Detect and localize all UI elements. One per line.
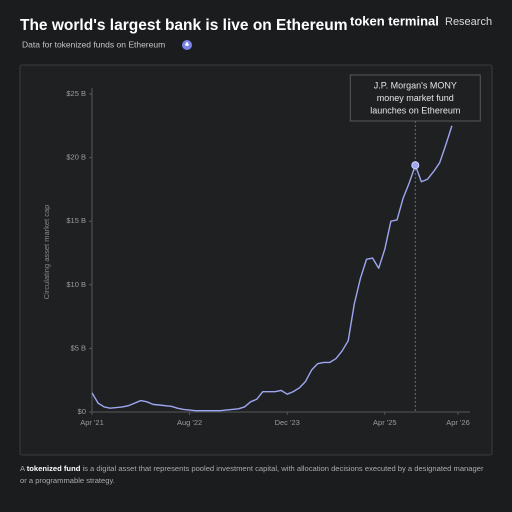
x-tick-label: Aug '22 bbox=[177, 418, 202, 427]
y-tick-label: $0 bbox=[78, 407, 86, 416]
brand-name: token terminal bbox=[350, 13, 439, 28]
x-tick-label: Apr '25 bbox=[373, 418, 397, 427]
footnote-text: is a digital asset that represents poole… bbox=[20, 464, 484, 485]
brand-suffix: Research bbox=[445, 16, 492, 28]
y-tick-label: $15 B bbox=[66, 216, 86, 225]
x-tick-label: Dec '23 bbox=[275, 418, 300, 427]
chart-panel bbox=[19, 64, 493, 456]
annotation-text: money market fund bbox=[377, 93, 454, 103]
footnote-text: A bbox=[20, 464, 27, 473]
y-tick-label: $5 B bbox=[71, 343, 86, 352]
annotation-text: launches on Ethereum bbox=[370, 105, 460, 115]
x-tick-label: Apr '21 bbox=[80, 418, 104, 427]
y-tick-label: $25 B bbox=[66, 89, 86, 98]
annotation-box bbox=[349, 74, 481, 122]
y-tick-label: $20 B bbox=[66, 153, 86, 162]
eth-icon bbox=[182, 40, 192, 50]
data-line bbox=[91, 125, 453, 412]
chart-title: The world's largest bank is live on Ethe… bbox=[20, 17, 348, 34]
annotation-point bbox=[411, 161, 420, 170]
chart-subtitle: Data for tokenized funds on Ethereum bbox=[22, 39, 165, 49]
x-tick-label: Apr '26 bbox=[446, 418, 470, 427]
annotation-text: J.P. Morgan's MONY bbox=[374, 80, 457, 90]
y-tick-label: $10 B bbox=[66, 280, 86, 289]
footnote-bold: tokenized fund bbox=[26, 464, 81, 473]
footnote: A tokenized fund is a digital asset that… bbox=[20, 463, 492, 487]
y-axis-label: Circulating asset market cap bbox=[42, 205, 51, 300]
